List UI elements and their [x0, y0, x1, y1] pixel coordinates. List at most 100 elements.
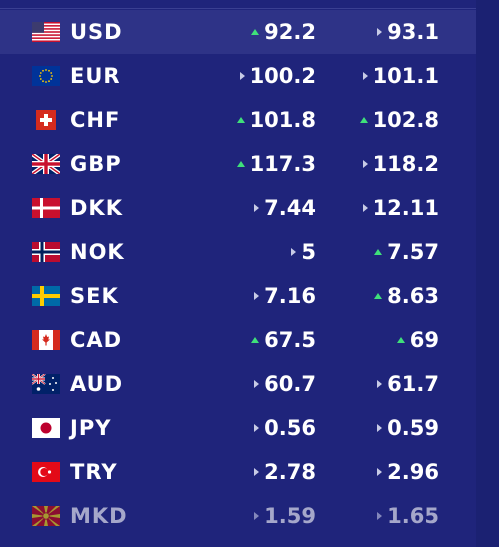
trend-flat-icon: [239, 72, 245, 80]
sell-rate-value: 12.11: [372, 196, 439, 220]
sell-rate: 2.96: [377, 460, 439, 484]
sell-rate-value: 69: [409, 328, 439, 352]
trend-flat-icon: [291, 248, 297, 256]
trend-flat-icon: [377, 424, 383, 432]
sell-rate-value: 1.65: [387, 504, 439, 528]
sell-rate: 101.1: [362, 64, 439, 88]
sell-rate: 1.65: [377, 504, 439, 528]
currency-code: TRY: [70, 460, 118, 484]
buy-rate: 7.16: [254, 284, 316, 308]
trend-flat-icon: [362, 72, 368, 80]
rate-row-gbp[interactable]: GBP 117.3 118.2: [0, 142, 476, 186]
rate-row-cad[interactable]: CAD 67.5 69: [0, 318, 476, 362]
buy-rate-value: 60.7: [264, 372, 316, 396]
flag-us-icon: [32, 22, 60, 42]
buy-rate-value: 92.2: [264, 20, 316, 44]
header-divider: [0, 0, 476, 9]
currency-code: MKD: [70, 504, 128, 528]
flag-no-icon: [32, 242, 60, 262]
flag-gb-icon: [32, 154, 60, 174]
sell-rate-value: 2.96: [387, 460, 439, 484]
currency-code: AUD: [70, 372, 124, 396]
trend-up-icon: [251, 337, 260, 343]
flag-tr-icon: [32, 462, 60, 482]
buy-rate-value: 1.59: [264, 504, 316, 528]
rate-row-mkd[interactable]: MKD 1.59 1.65: [0, 494, 476, 538]
trend-flat-icon: [254, 292, 260, 300]
sell-rate-value: 118.2: [372, 152, 439, 176]
flag-mk-icon: [32, 506, 60, 526]
sell-rate: 69: [396, 328, 439, 352]
buy-rate-value: 2.78: [264, 460, 316, 484]
currency-code: DKK: [70, 196, 123, 220]
rate-row-jpy[interactable]: JPY 0.56 0.59: [0, 406, 476, 450]
buy-rate: 0.56: [254, 416, 316, 440]
sell-rate: 0.59: [377, 416, 439, 440]
currency-code: CAD: [70, 328, 123, 352]
buy-rate-value: 7.44: [264, 196, 316, 220]
rate-row-try[interactable]: TRY 2.78 2.96: [0, 450, 476, 494]
sell-rate-value: 101.1: [372, 64, 439, 88]
rate-row-nok[interactable]: NOK 5 7.57: [0, 230, 476, 274]
buy-rate: 5: [291, 240, 316, 264]
buy-rate: 1.59: [254, 504, 316, 528]
buy-rate-value: 0.56: [264, 416, 316, 440]
sell-rate: 8.63: [374, 284, 439, 308]
scrollbar-track[interactable]: [476, 0, 499, 547]
buy-rate-value: 117.3: [249, 152, 316, 176]
trend-up-icon: [374, 249, 383, 255]
rate-row-aud[interactable]: AUD 60.7 61.7: [0, 362, 476, 406]
trend-flat-icon: [254, 380, 260, 388]
trend-flat-icon: [377, 380, 383, 388]
currency-code: NOK: [70, 240, 125, 264]
buy-rate: 2.78: [254, 460, 316, 484]
currency-code: EUR: [70, 64, 121, 88]
flag-ch-icon: [32, 110, 60, 130]
sell-rate: 7.57: [374, 240, 439, 264]
flag-ca-icon: [32, 330, 60, 350]
buy-rate: 7.44: [254, 196, 316, 220]
trend-flat-icon: [254, 512, 260, 520]
trend-up-icon: [359, 117, 368, 123]
currency-code: SEK: [70, 284, 119, 308]
currency-code: CHF: [70, 108, 121, 132]
sell-rate: 12.11: [362, 196, 439, 220]
sell-rate-value: 61.7: [387, 372, 439, 396]
sell-rate-value: 102.8: [372, 108, 439, 132]
trend-flat-icon: [377, 468, 383, 476]
currency-code: JPY: [70, 416, 112, 440]
trend-up-icon: [236, 117, 245, 123]
rate-row-chf[interactable]: CHF 101.8 102.8: [0, 98, 476, 142]
buy-rate-value: 5: [301, 240, 316, 264]
sell-rate: 118.2: [362, 152, 439, 176]
currency-code: USD: [70, 20, 123, 44]
currency-code: GBP: [70, 152, 122, 176]
buy-rate-value: 100.2: [249, 64, 316, 88]
buy-rate-value: 67.5: [264, 328, 316, 352]
flag-eu-icon: [32, 66, 60, 86]
trend-flat-icon: [377, 512, 383, 520]
rate-row-eur[interactable]: EUR 100.2 101.1: [0, 54, 476, 98]
buy-rate: 100.2: [239, 64, 316, 88]
trend-up-icon: [251, 29, 260, 35]
trend-up-icon: [396, 337, 405, 343]
buy-rate: 92.2: [251, 20, 316, 44]
rate-row-usd[interactable]: USD 92.2 93.1: [0, 10, 476, 54]
flag-dk-icon: [32, 198, 60, 218]
sell-rate-value: 93.1: [387, 20, 439, 44]
rate-row-sek[interactable]: SEK 7.16 8.63: [0, 274, 476, 318]
buy-rate: 101.8: [236, 108, 316, 132]
sell-rate-value: 7.57: [387, 240, 439, 264]
flag-se-icon: [32, 286, 60, 306]
sell-rate: 93.1: [377, 20, 439, 44]
sell-rate: 102.8: [359, 108, 439, 132]
trend-flat-icon: [362, 160, 368, 168]
trend-flat-icon: [254, 468, 260, 476]
sell-rate-value: 8.63: [387, 284, 439, 308]
trend-flat-icon: [377, 28, 383, 36]
trend-flat-icon: [362, 204, 368, 212]
rate-row-dkk[interactable]: DKK 7.44 12.11: [0, 186, 476, 230]
flag-au-icon: [32, 374, 60, 394]
buy-rate-value: 101.8: [249, 108, 316, 132]
buy-rate: 67.5: [251, 328, 316, 352]
